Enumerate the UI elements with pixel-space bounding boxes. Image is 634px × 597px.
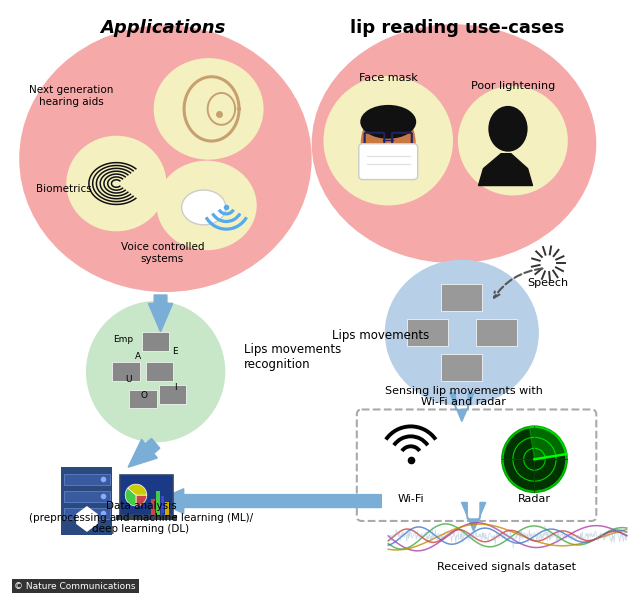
Ellipse shape — [86, 301, 225, 442]
Ellipse shape — [323, 76, 453, 205]
FancyArrow shape — [155, 489, 382, 513]
Bar — [407, 319, 448, 346]
Bar — [61, 467, 112, 535]
Circle shape — [502, 426, 567, 492]
Text: Lips movements
recognition: Lips movements recognition — [244, 343, 341, 371]
Bar — [65, 474, 110, 485]
Bar — [151, 499, 155, 515]
FancyArrow shape — [148, 295, 172, 332]
Bar — [160, 496, 164, 515]
Ellipse shape — [385, 260, 539, 406]
Text: Applications: Applications — [100, 19, 225, 37]
Bar — [165, 502, 169, 515]
Text: Sensing lip movements with
Wi-Fi and radar: Sensing lip movements with Wi-Fi and rad… — [385, 386, 543, 408]
Text: lip reading use-cases: lip reading use-cases — [350, 19, 564, 37]
Bar — [142, 332, 169, 351]
Bar — [441, 354, 482, 381]
Polygon shape — [479, 153, 533, 186]
Text: © Nature Communications: © Nature Communications — [15, 581, 136, 590]
Text: Wi-Fi: Wi-Fi — [398, 494, 424, 504]
Bar — [65, 491, 110, 502]
Text: Received signals dataset: Received signals dataset — [436, 562, 576, 572]
Wedge shape — [127, 484, 147, 495]
Text: A: A — [135, 352, 141, 361]
Ellipse shape — [361, 108, 416, 180]
Bar — [441, 284, 482, 311]
FancyBboxPatch shape — [357, 410, 597, 521]
Bar — [120, 475, 173, 515]
Wedge shape — [125, 488, 136, 506]
Bar — [112, 362, 140, 381]
Bar — [158, 384, 186, 404]
Text: I: I — [174, 383, 177, 392]
Ellipse shape — [157, 161, 257, 250]
Text: U: U — [125, 375, 131, 384]
Text: Poor lightening: Poor lightening — [471, 81, 555, 91]
Text: Speech: Speech — [527, 278, 569, 288]
Text: Lips movements: Lips movements — [332, 330, 430, 342]
Text: Face mask: Face mask — [359, 73, 418, 83]
Bar — [146, 362, 173, 381]
FancyBboxPatch shape — [359, 144, 418, 180]
FancyArrow shape — [450, 393, 474, 421]
Ellipse shape — [181, 190, 226, 225]
Text: Radar: Radar — [518, 494, 551, 504]
Bar — [476, 319, 517, 346]
Bar — [155, 491, 160, 515]
FancyArrow shape — [128, 438, 160, 467]
Ellipse shape — [67, 136, 167, 231]
Ellipse shape — [19, 25, 312, 292]
Wedge shape — [136, 495, 147, 506]
Text: E: E — [172, 347, 178, 356]
Bar — [117, 515, 178, 520]
Ellipse shape — [312, 24, 597, 263]
Text: O: O — [140, 391, 147, 400]
FancyArrow shape — [462, 503, 486, 531]
Ellipse shape — [488, 106, 527, 152]
Text: Voice controlled
systems: Voice controlled systems — [120, 242, 204, 264]
Ellipse shape — [458, 86, 568, 195]
Text: Next generation
hearing aids: Next generation hearing aids — [29, 85, 113, 107]
Ellipse shape — [153, 58, 264, 159]
Text: Data analysis
(preprocessing and machine learning (ML)/
deep learning (DL): Data analysis (preprocessing and machine… — [29, 501, 253, 534]
Polygon shape — [76, 506, 98, 532]
Bar — [129, 390, 157, 408]
Ellipse shape — [360, 105, 416, 139]
Bar — [65, 508, 110, 519]
Text: Biometrics: Biometrics — [37, 183, 92, 193]
Text: Emp: Emp — [113, 336, 133, 344]
Polygon shape — [529, 426, 566, 459]
